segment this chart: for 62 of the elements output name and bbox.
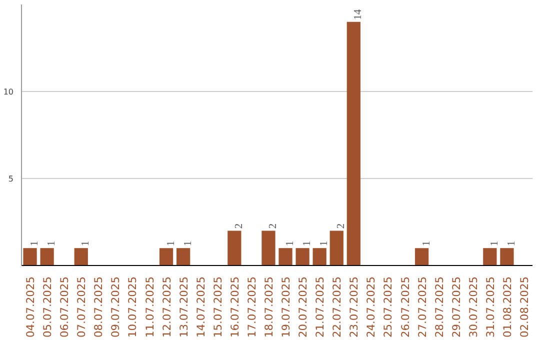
data-label: 1 (506, 240, 518, 246)
data-label: 1 (80, 240, 92, 246)
bar (74, 248, 88, 266)
x-tick-label: 21.07.2025 (314, 276, 327, 338)
x-tick-label: 14.07.2025 (194, 276, 208, 338)
x-tick-label: 18.07.2025 (262, 276, 276, 338)
x-tick-label: 06.07.2025 (58, 276, 72, 338)
x-tick-label: 09.07.2025 (109, 276, 122, 338)
y-tick-label: 10 (3, 88, 14, 96)
data-label: 1 (30, 240, 41, 246)
bar (296, 248, 310, 266)
x-tick-label: 20.07.2025 (296, 276, 310, 338)
data-label: 2 (268, 223, 279, 229)
data-label: 14 (353, 8, 364, 20)
x-tick-label: 29.07.2025 (450, 276, 463, 338)
x-tick-label: 19.07.2025 (280, 276, 293, 338)
x-tick-label: 28.07.2025 (432, 276, 446, 338)
x-tick-label: 05.07.2025 (41, 276, 54, 338)
x-tick-label: 24.07.2025 (364, 276, 378, 338)
bar (483, 248, 497, 266)
bar (414, 248, 429, 266)
x-tick-label: 02.08.2025 (518, 276, 531, 338)
data-label: 1 (166, 240, 177, 246)
x-tick-label: 01.08.2025 (500, 276, 514, 338)
bar (228, 230, 242, 266)
x-tick-label: 22.07.2025 (330, 276, 344, 338)
x-tick-label: 12.07.2025 (160, 276, 174, 338)
data-label: 2 (234, 223, 245, 229)
x-tick-label: 15.07.2025 (211, 276, 224, 338)
bar (312, 248, 326, 266)
x-tick-label: 25.07.2025 (382, 276, 395, 338)
data-label: 1 (319, 240, 330, 246)
x-tick-label: 23.07.2025 (348, 276, 361, 338)
bar (500, 248, 514, 266)
x-tick-label: 27.07.2025 (416, 276, 429, 338)
data-label: 1 (421, 240, 432, 246)
x-tick-label: 26.07.2025 (398, 276, 412, 338)
bar (278, 248, 292, 266)
x-tick-label: 04.07.2025 (24, 276, 38, 338)
x-tick-label: 16.07.2025 (228, 276, 242, 338)
bar (346, 22, 360, 266)
y-tick-label: 5 (8, 174, 14, 184)
data-label: 2 (336, 223, 348, 229)
data-label: 1 (285, 240, 296, 246)
bar (159, 248, 174, 266)
bar (40, 248, 54, 266)
x-tick-label: 08.07.2025 (92, 276, 106, 338)
data-label: 1 (302, 240, 314, 246)
x-tick-label: 11.07.2025 (143, 276, 156, 338)
x-tick-label: 17.07.2025 (245, 276, 258, 338)
data-label: 1 (489, 240, 500, 246)
data-label: 1 (46, 240, 58, 246)
x-tick-label: 31.07.2025 (484, 276, 497, 338)
x-tick-label: 07.07.2025 (75, 276, 88, 338)
x-tick-label: 30.07.2025 (466, 276, 480, 338)
data-label: 1 (182, 240, 194, 246)
bar (330, 230, 344, 266)
bar (176, 248, 190, 266)
x-tick-label: 13.07.2025 (177, 276, 190, 338)
x-tick-label: 10.07.2025 (126, 276, 140, 338)
bar (23, 248, 37, 266)
bar (262, 230, 276, 266)
